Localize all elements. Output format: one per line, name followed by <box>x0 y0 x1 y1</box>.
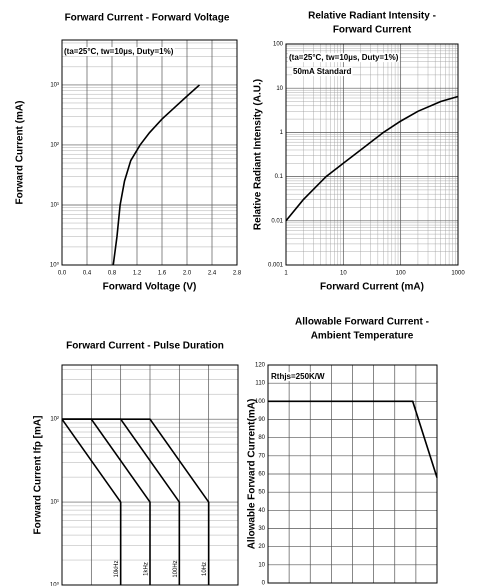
x-tick-label: 1000 <box>451 271 465 277</box>
curve <box>61 418 122 585</box>
y-tick-label: 10 <box>258 562 265 568</box>
y-tick-label: 10⁰ <box>50 262 60 269</box>
x-tick-label: 0.0 <box>58 271 67 277</box>
series-label: 10Hz <box>202 562 208 576</box>
y-tick-label: 40 <box>258 508 265 514</box>
x-tick-label: 100 <box>396 271 407 277</box>
y-tick-label: 10¹ <box>50 203 59 209</box>
y-tick-label: 10¹ <box>50 500 59 506</box>
x-axis-label: Forward Current (mA) <box>320 282 424 293</box>
curve <box>268 400 438 478</box>
annotation: (ta=25°C, tw=10µs, Duty=1%) <box>64 47 174 56</box>
y-tick-label: 1 <box>280 130 284 136</box>
annotation: 50mA Standard <box>293 67 352 76</box>
chart-title: Ambient Temperature <box>311 331 414 342</box>
y-tick-label: 10⁰ <box>50 582 60 586</box>
y-tick-label: 100 <box>255 399 266 405</box>
x-tick-label: 1.2 <box>133 271 142 277</box>
y-tick-label: 20 <box>258 544 265 550</box>
y-tick-label: 0.001 <box>268 263 284 269</box>
y-tick-label: 10² <box>50 143 59 149</box>
x-axis-label: Forward Voltage (V) <box>103 282 197 293</box>
plot-frame <box>285 43 459 266</box>
chart-title: Forward Current - Pulse Duration <box>66 341 224 352</box>
x-tick-label: 2.8 <box>233 271 242 277</box>
y-tick-label: 10² <box>50 417 59 423</box>
plot-frame <box>267 364 438 584</box>
y-tick-label: 0.1 <box>275 174 284 180</box>
annotation: Rthjs=250K/W <box>271 372 325 381</box>
y-tick-label: 70 <box>258 453 265 459</box>
y-tick-label: 80 <box>258 435 265 441</box>
y-tick-label: 0.01 <box>271 218 283 224</box>
x-tick-label: 0.4 <box>83 271 92 277</box>
y-tick-label: 100 <box>273 42 284 48</box>
y-tick-label: 30 <box>258 526 265 532</box>
annotation-bg <box>270 372 327 382</box>
curve <box>112 84 201 266</box>
series-label: 10kHz <box>114 560 120 577</box>
x-tick-label: 10 <box>340 271 347 277</box>
y-tick-label: 50 <box>258 490 265 496</box>
x-tick-label: 1 <box>284 271 288 277</box>
x-tick-label: 2.0 <box>183 271 192 277</box>
chart-title: Allowable Forward Current - <box>295 317 429 328</box>
y-axis-label: Forward Current Ifp [mA] <box>33 416 44 535</box>
y-tick-label: 110 <box>255 381 265 387</box>
y-tick-label: 90 <box>258 417 265 423</box>
annotation: (ta=25°C, tw=10µs, Duty=1%) <box>289 53 399 62</box>
annotation-bg <box>63 47 175 57</box>
x-tick-label: 2.4 <box>208 271 217 277</box>
x-tick-label: 0.8 <box>108 271 117 277</box>
y-tick-label: 0 <box>262 581 266 586</box>
chart-title: Relative Radiant Intensity - <box>308 11 436 22</box>
y-axis-label: Forward Current (mA) <box>15 101 26 205</box>
x-tick-label: 1.6 <box>158 271 167 277</box>
y-tick-label: 10³ <box>50 82 59 88</box>
y-tick-label: 60 <box>258 472 265 478</box>
y-tick-label: 120 <box>255 363 266 369</box>
y-axis-label: Allowable Forward Current(mA) <box>247 399 258 550</box>
annotation-bg <box>292 67 353 77</box>
curve <box>285 95 459 222</box>
curve <box>62 418 210 585</box>
y-tick-label: 10 <box>276 86 283 92</box>
series-label: 100Hz <box>173 560 179 577</box>
plot-frame <box>61 39 238 266</box>
series-label: 1kHz <box>144 562 150 576</box>
chart-title: Forward Current - Forward Voltage <box>65 13 230 24</box>
y-axis-label: Relative Radiant Intensity (A.U.) <box>253 79 264 230</box>
annotation-bg <box>288 53 400 63</box>
chart-title: Forward Current <box>333 25 412 36</box>
